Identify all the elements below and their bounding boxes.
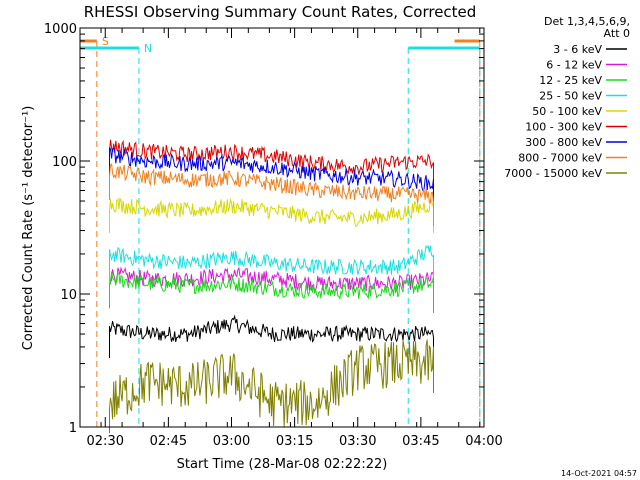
legend-label: 7000 - 15000 keV (504, 167, 602, 180)
x-tick-label: 03:00 (213, 434, 250, 449)
y-axis-label: Corrected Count Rate (s⁻¹ detector⁻¹) (21, 106, 36, 351)
x-axis: 02:30 02:45 03:00 03:15 03:30 03:45 04:00 (79, 28, 503, 449)
chart-title: RHESSI Observing Summary Count Rates, Co… (84, 3, 477, 21)
y-tick-label: 100 (52, 155, 77, 170)
x-axis-label: Start Time (28-Mar-08 02:22:22) (177, 457, 388, 472)
y-tick-label: 1000 (44, 22, 77, 37)
legend-header-line1: Det 1,3,4,5,6,9, (544, 15, 630, 28)
series-line-50-100kev (109, 196, 434, 233)
series-line-100-300kev (109, 139, 434, 191)
legend-label: 50 - 100 keV (532, 105, 602, 118)
x-tick-label: 02:45 (150, 434, 187, 449)
series-line-12-25kev (109, 271, 434, 313)
legend-label: 800 - 7000 keV (518, 152, 602, 165)
timestamp: 14-Oct-2021 04:57 (561, 469, 637, 478)
legend-label: 25 - 50 keV (539, 90, 602, 103)
marker-s-label: S (102, 35, 109, 48)
plot-frame (79, 27, 485, 428)
series-line-6-12kev (109, 266, 434, 309)
x-tick-label: 03:30 (339, 434, 376, 449)
y-tick-label: 1 (69, 421, 77, 436)
legend-label: 100 - 300 keV (525, 121, 602, 134)
y-axis: 1 10 100 1000 (44, 22, 484, 436)
series-line-300-800kev (109, 147, 434, 214)
x-tick-label: 02:30 (87, 434, 124, 449)
legend-header-line2: Att 0 (604, 27, 630, 40)
x-tick-label: 03:45 (402, 434, 439, 449)
series-line-25-50kev (109, 244, 434, 284)
x-tick-label: 04:00 (465, 434, 502, 449)
legend-label: 6 - 12 keV (546, 59, 602, 72)
legend-label: 3 - 6 keV (553, 43, 602, 56)
series-lines (109, 139, 434, 434)
legend: 3 - 6 keV 6 - 12 keV 12 - 25 keV 25 - 50 ke… (504, 43, 627, 180)
y-tick-label: 10 (60, 288, 77, 303)
marker-n-label: N (144, 42, 152, 55)
series-line-3-6kev (109, 314, 434, 364)
legend-label: 300 - 800 keV (525, 136, 602, 149)
legend-label: 12 - 25 keV (539, 74, 602, 87)
series-line-800-7000kev (109, 163, 434, 227)
series-line-7000-15000kev (109, 339, 434, 434)
x-tick-label: 03:15 (276, 434, 313, 449)
